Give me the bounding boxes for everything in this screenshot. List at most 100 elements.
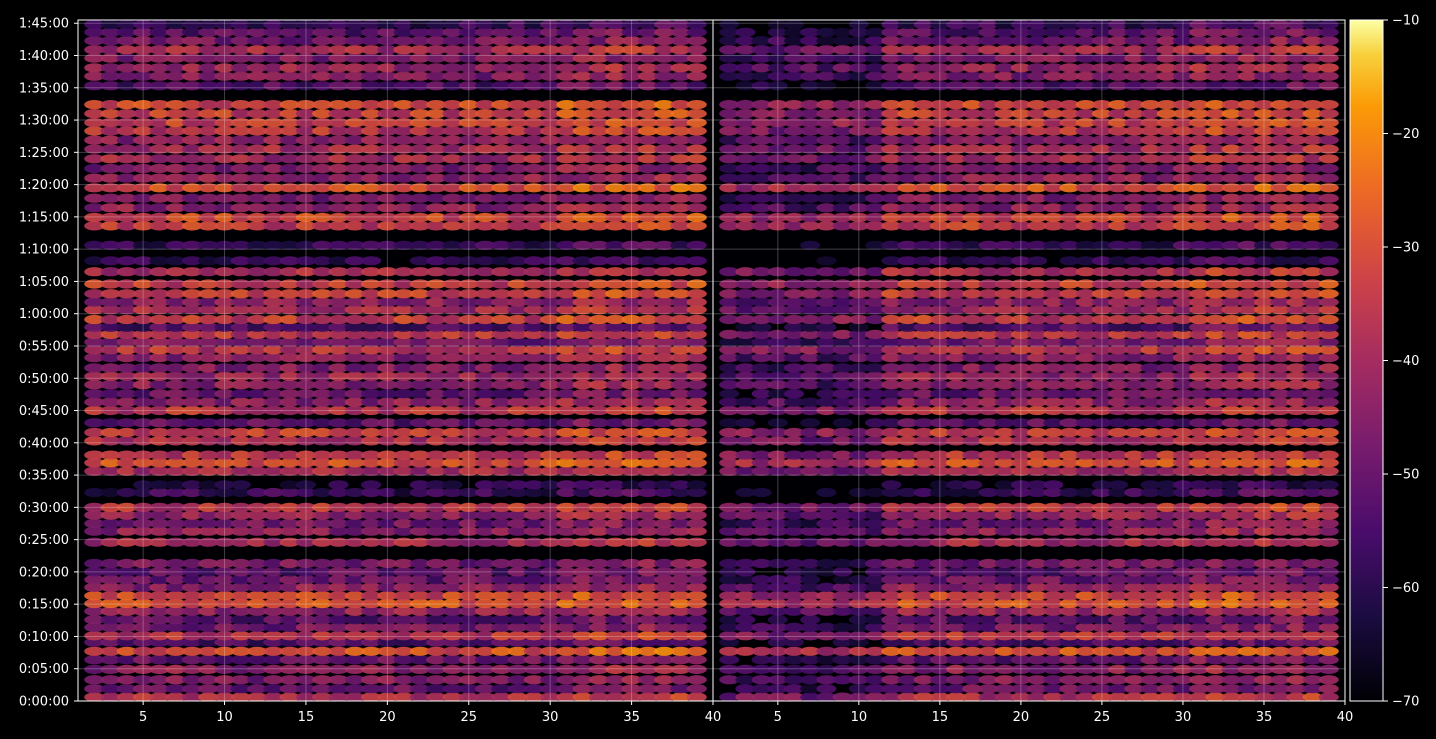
heatmap-cell (1124, 436, 1145, 446)
heatmap-cell (556, 221, 577, 231)
heatmap-cell (897, 126, 918, 136)
heatmap-cell (994, 297, 1015, 307)
heatmap-cell (929, 518, 950, 529)
heatmap-cell (962, 289, 983, 299)
heatmap-cell (588, 71, 610, 81)
heatmap-cell (214, 135, 235, 145)
heatmap-cell (1124, 345, 1145, 355)
heatmap-cell (605, 450, 626, 460)
heatmap-cell (181, 675, 203, 685)
heatmap-cell (572, 615, 593, 625)
heatmap-cell (946, 664, 967, 675)
heatmap-cell (1189, 684, 1210, 694)
heatmap-cell (848, 684, 869, 694)
heatmap-cell (523, 389, 545, 399)
heatmap-cell (897, 353, 918, 363)
heatmap-cell (540, 256, 561, 266)
heatmap-cell (344, 622, 365, 633)
heatmap-cell (897, 631, 918, 641)
heatmap-cell (1091, 418, 1112, 428)
heatmap-cell (181, 100, 203, 110)
heatmap-cell (994, 173, 1015, 183)
heatmap-cell (800, 510, 821, 520)
heatmap-cell (637, 345, 659, 355)
heatmap-cell (654, 664, 675, 675)
heatmap-cell (491, 53, 512, 63)
heatmap-cell (181, 684, 203, 694)
heatmap-cell (1027, 675, 1048, 685)
heatmap-cell (491, 289, 512, 299)
heatmap-cell (1221, 427, 1242, 438)
heatmap-cell (100, 405, 121, 416)
heatmap-cell (230, 405, 251, 416)
heatmap-cell (442, 518, 463, 529)
heatmap-cell (1221, 480, 1242, 490)
heatmap-cell (458, 466, 479, 476)
heatmap-cell (1318, 591, 1339, 601)
heatmap-cell (84, 637, 105, 647)
heatmap-cell (149, 154, 170, 164)
heatmap-cell (994, 203, 1015, 213)
heatmap-cell (475, 314, 496, 325)
heatmap-cell (540, 193, 561, 203)
heatmap-cell (84, 458, 105, 468)
heatmap-cell (556, 622, 577, 633)
heatmap-cell (181, 173, 203, 183)
heatmap-cell (344, 664, 365, 675)
heatmap-cell (1254, 279, 1274, 289)
heatmap-cell (475, 221, 496, 231)
heatmap-cell (100, 450, 121, 460)
heatmap-cell (214, 582, 235, 593)
heatmap-cell (978, 118, 999, 128)
heatmap-cell (946, 567, 967, 577)
heatmap-cell (1254, 655, 1274, 665)
heatmap-cell (605, 337, 626, 347)
heatmap-cell (1189, 322, 1210, 332)
heatmap-cell (1254, 405, 1274, 416)
heatmap-cell (165, 631, 186, 641)
heatmap-cell (361, 575, 382, 585)
heatmap-cell (1091, 267, 1112, 277)
heatmap-cell (540, 458, 561, 468)
heatmap-cell (800, 615, 821, 625)
heatmap-cell (1108, 436, 1129, 446)
heatmap-cell (1091, 615, 1112, 625)
heatmap-cell (865, 405, 886, 416)
heatmap-cell (605, 380, 626, 390)
heatmap-cell (719, 575, 740, 585)
heatmap-cell (1059, 144, 1080, 154)
heatmap-cell (361, 109, 382, 119)
heatmap-cell (312, 598, 333, 609)
heatmap-cell (1140, 305, 1161, 315)
heatmap-cell (100, 684, 121, 694)
heatmap-cell (1237, 163, 1258, 174)
heatmap-cell (621, 363, 642, 373)
heatmap-cell (279, 637, 300, 647)
heatmap-cell (263, 53, 284, 63)
heatmap-cell (1302, 314, 1323, 325)
heatmap-cell (328, 314, 349, 325)
heatmap-cell (1172, 183, 1193, 193)
heatmap-cell (1027, 418, 1048, 428)
heatmap-cell (686, 297, 707, 307)
heatmap-cell (913, 353, 934, 363)
heatmap-cell (897, 279, 918, 289)
heatmap-cell (295, 203, 316, 213)
heatmap-cell (556, 126, 577, 136)
heatmap-cell (800, 183, 821, 193)
heatmap-cell (962, 256, 983, 266)
heatmap-cell (344, 267, 365, 277)
heatmap-cell (1027, 322, 1048, 332)
heatmap-cell (670, 81, 691, 91)
heatmap-cell (1302, 502, 1323, 512)
heatmap-cell (978, 582, 999, 593)
heatmap-cell (751, 458, 772, 468)
heatmap-cell (670, 466, 691, 476)
heatmap-cell (198, 458, 219, 468)
heatmap-cell (767, 144, 788, 154)
heatmap-cell (84, 567, 105, 577)
heatmap-cell (328, 45, 349, 55)
heatmap-cell (800, 363, 821, 373)
heatmap-cell (1059, 567, 1080, 577)
heatmap-cell (1221, 380, 1242, 390)
